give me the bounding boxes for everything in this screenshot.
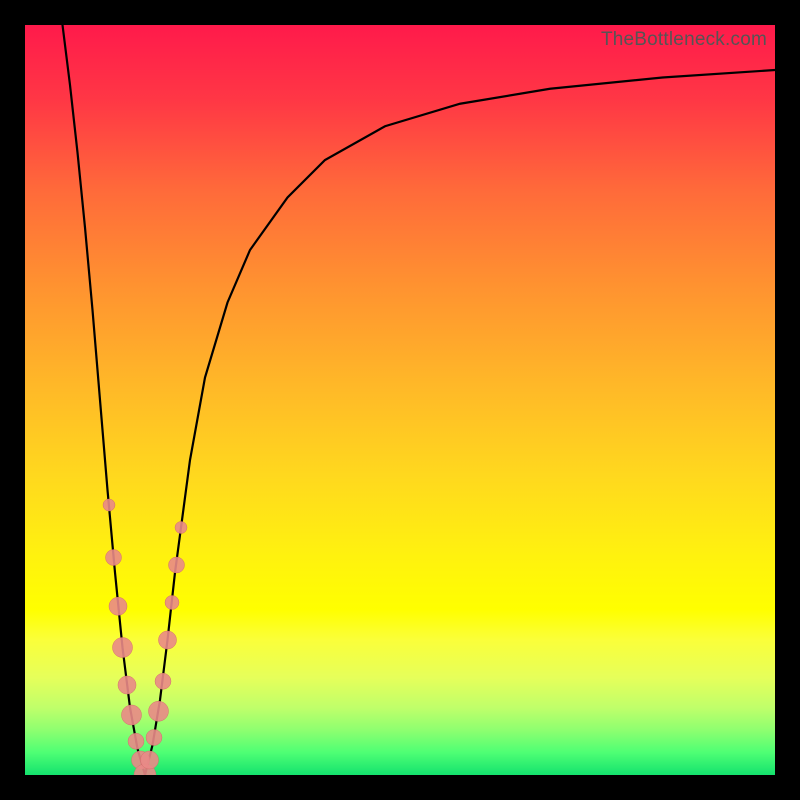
curve-left-branch xyxy=(63,25,146,775)
plot-area xyxy=(25,25,775,775)
marker-point xyxy=(118,676,136,694)
marker-point xyxy=(175,522,187,534)
marker-point xyxy=(169,557,185,573)
marker-point xyxy=(109,597,127,615)
marker-point xyxy=(159,631,177,649)
marker-group xyxy=(103,499,187,775)
curve-svg xyxy=(25,25,775,775)
marker-point xyxy=(141,751,159,769)
marker-point xyxy=(122,705,142,725)
marker-point xyxy=(155,673,171,689)
marker-point xyxy=(103,499,115,511)
marker-point xyxy=(146,730,162,746)
marker-point xyxy=(149,701,169,721)
marker-point xyxy=(113,638,133,658)
marker-point xyxy=(106,550,122,566)
marker-point xyxy=(128,733,144,749)
marker-point xyxy=(165,596,179,610)
curve-right-branch xyxy=(145,70,775,775)
attribution-text: TheBottleneck.com xyxy=(601,29,767,51)
chart-frame: TheBottleneck.com xyxy=(0,0,800,800)
